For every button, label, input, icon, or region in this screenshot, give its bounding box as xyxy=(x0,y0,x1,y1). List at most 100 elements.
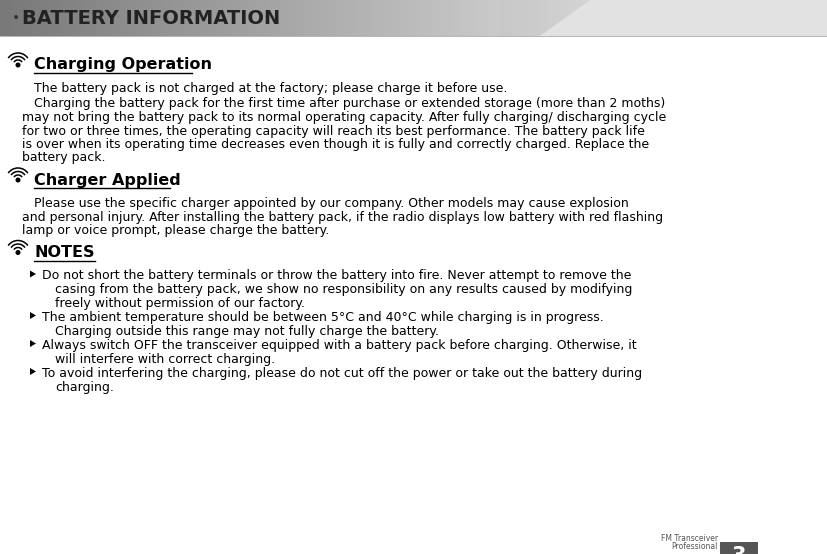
Bar xyxy=(607,0,609,36)
Bar xyxy=(620,0,623,36)
Text: will interfere with correct charging.: will interfere with correct charging. xyxy=(55,352,275,366)
Bar xyxy=(523,0,525,36)
Bar xyxy=(662,0,665,36)
Bar xyxy=(770,0,772,36)
Bar xyxy=(12,0,14,36)
Bar xyxy=(670,0,672,36)
Bar xyxy=(309,0,312,36)
Bar xyxy=(493,0,495,36)
Bar xyxy=(716,0,719,36)
Bar xyxy=(195,0,198,36)
Bar xyxy=(505,0,508,36)
Bar xyxy=(550,0,552,36)
Bar xyxy=(552,0,553,36)
Bar xyxy=(23,0,26,36)
Bar xyxy=(809,0,811,36)
Bar xyxy=(749,0,752,36)
Bar xyxy=(797,0,800,36)
Bar xyxy=(779,0,782,36)
Bar xyxy=(758,0,760,36)
Bar xyxy=(567,0,570,36)
Bar xyxy=(581,0,583,36)
Bar xyxy=(794,0,796,36)
Bar xyxy=(31,0,34,36)
Bar xyxy=(296,0,299,36)
Bar xyxy=(638,0,641,36)
Bar xyxy=(609,0,611,36)
Bar xyxy=(327,0,330,36)
Bar xyxy=(598,0,600,36)
Bar xyxy=(813,0,815,36)
Bar xyxy=(792,0,794,36)
Bar xyxy=(820,0,823,36)
Bar xyxy=(662,0,664,36)
Bar xyxy=(687,0,690,36)
Bar xyxy=(151,0,153,36)
Bar xyxy=(786,0,788,36)
Bar xyxy=(604,0,606,36)
Bar xyxy=(605,0,607,36)
Bar xyxy=(198,0,201,36)
Bar xyxy=(704,0,706,36)
Bar xyxy=(22,0,24,36)
Bar xyxy=(228,0,231,36)
Bar xyxy=(614,0,615,36)
Bar xyxy=(810,0,813,36)
Bar xyxy=(561,0,563,36)
Bar xyxy=(710,0,712,36)
Bar xyxy=(734,0,736,36)
Bar xyxy=(28,0,31,36)
Bar xyxy=(418,0,421,36)
Bar xyxy=(180,0,183,36)
Bar xyxy=(318,0,320,36)
Bar xyxy=(761,0,762,36)
Bar xyxy=(458,0,461,36)
Bar xyxy=(738,0,739,36)
Bar xyxy=(628,0,629,36)
Bar xyxy=(789,0,791,36)
Bar xyxy=(354,0,356,36)
Bar xyxy=(590,0,591,36)
Bar xyxy=(519,0,522,36)
Bar xyxy=(509,0,512,36)
Bar xyxy=(51,0,54,36)
Bar xyxy=(513,0,515,36)
Bar xyxy=(543,0,545,36)
Bar xyxy=(683,0,686,36)
Bar xyxy=(805,0,807,36)
Bar xyxy=(506,0,509,36)
Text: Do not short the battery terminals or throw the battery into fire. Never attempt: Do not short the battery terminals or th… xyxy=(42,269,631,283)
Bar xyxy=(686,0,687,36)
Bar xyxy=(420,0,423,36)
Bar xyxy=(670,0,672,36)
Bar xyxy=(745,0,748,36)
Bar xyxy=(629,0,631,36)
Bar xyxy=(481,0,484,36)
Bar xyxy=(524,0,527,36)
Bar xyxy=(574,0,576,36)
Bar xyxy=(741,0,743,36)
Bar xyxy=(786,0,787,36)
Bar xyxy=(783,0,786,36)
Bar xyxy=(708,0,710,36)
Bar xyxy=(718,0,720,36)
Bar xyxy=(826,0,827,36)
Bar xyxy=(599,0,601,36)
Bar xyxy=(475,0,477,36)
Bar xyxy=(693,0,695,36)
Bar xyxy=(63,0,65,36)
Bar xyxy=(415,0,418,36)
Bar xyxy=(729,0,732,36)
Bar xyxy=(600,0,601,36)
Bar xyxy=(511,0,513,36)
Bar xyxy=(743,0,745,36)
Text: freely without permission of our factory.: freely without permission of our factory… xyxy=(55,296,305,310)
Bar xyxy=(538,0,540,36)
Bar xyxy=(483,0,485,36)
Bar xyxy=(548,0,550,36)
Bar xyxy=(597,0,599,36)
Bar xyxy=(74,0,77,36)
Bar xyxy=(197,0,199,36)
Bar xyxy=(68,0,70,36)
Bar xyxy=(683,0,686,36)
